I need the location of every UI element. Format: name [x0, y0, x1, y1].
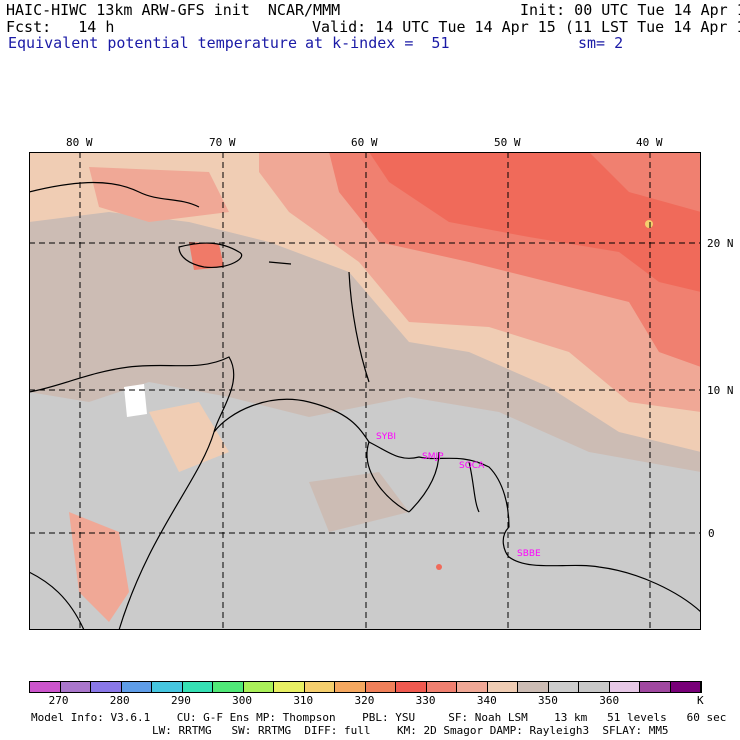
map-panel: SYBI SMJP SOCA SBBE — [29, 152, 701, 630]
border-french-guiana — [468, 461, 480, 513]
station-label: SMJP — [422, 452, 444, 462]
lat-tick-label: 10 N — [707, 384, 734, 397]
theta-e-region-330 — [189, 242, 224, 270]
colorbar-swatch — [457, 682, 488, 692]
field-name: Equivalent potential temperature — [8, 34, 297, 52]
colorbar-swatch — [213, 682, 244, 692]
colorbar-swatch — [396, 682, 427, 692]
theta-e-spot — [645, 220, 653, 228]
colorbar-swatch — [182, 682, 213, 692]
colorbar-tick-label: 270 — [48, 694, 69, 707]
init-time: Init: 00 UTC Tue 14 Apr 15 — [520, 1, 740, 19]
theta-e-map: SYBI SMJP SOCA SBBE — [29, 152, 701, 630]
smoothing-info: sm= 2 — [578, 34, 624, 52]
colorbar-tick-label: 280 — [109, 694, 130, 707]
lon-tick-label: 50 W — [494, 136, 521, 149]
theta-e-spot — [436, 564, 442, 570]
colorbar-swatch — [121, 682, 152, 692]
theta-e-region-335 — [89, 167, 229, 222]
level-info: at k-index = 51 — [305, 34, 450, 52]
model-info-line2: LW: RRTMG SW: RRTMG DIFF: full KM: 2D Sm… — [152, 724, 669, 737]
colorbar-swatch — [670, 682, 701, 692]
colorbar-swatch — [609, 682, 640, 692]
colorbar — [29, 681, 702, 693]
valid-time: Valid: 14 UTC Tue 14 Apr 15 (11 LST Tue … — [312, 18, 740, 36]
station-label: SYBI — [376, 432, 396, 442]
lat-tick-label: 20 N — [707, 237, 734, 250]
theta-e-region-325 — [369, 152, 701, 292]
border-suriname — [408, 451, 440, 513]
colorbar-tick-label: 310 — [293, 694, 314, 707]
lon-tick-label: 60 W — [351, 136, 378, 149]
colorbar-swatch — [548, 682, 579, 692]
colorbar-tick-label: 330 — [415, 694, 436, 707]
colorbar-swatch — [426, 682, 457, 692]
border-guyana — [366, 441, 410, 513]
station-label: SBBE — [517, 549, 541, 559]
cuba-coast — [29, 181, 200, 208]
colorbar-swatch — [91, 682, 122, 692]
model-info-line1: Model Info: V3.6.1 CU: G-F Ens MP: Thomp… — [31, 711, 727, 724]
hispaniola-coast — [178, 242, 242, 269]
colorbar-swatch — [304, 682, 335, 692]
station-label: SOCA — [459, 461, 485, 471]
lon-tick-label: 80 W — [66, 136, 93, 149]
colorbar-swatch — [365, 682, 396, 692]
colorbar-swatch — [487, 682, 518, 692]
colorbar-swatch — [335, 682, 366, 692]
colorbar-swatch — [579, 682, 610, 692]
colorbar-swatch — [243, 682, 274, 692]
colorbar-tick-label: 350 — [538, 694, 558, 707]
theta-e-region-340 — [149, 402, 229, 472]
colorbar-labels: 270 280 290 300 310 320 330 340 350 360 K — [29, 694, 709, 708]
pacific-coast — [29, 571, 85, 630]
colorbar-swatch — [640, 682, 671, 692]
lon-tick-label: 40 W — [636, 136, 663, 149]
south-america-coast — [29, 356, 701, 613]
model-title: HAIC-HIWC 13km ARW-GFS init NCAR/MMM — [6, 1, 341, 19]
theta-e-region-335 — [69, 512, 129, 622]
colorbar-unit: K — [697, 694, 704, 707]
coastlines — [29, 181, 701, 630]
theta-e-region-345 — [309, 472, 409, 532]
forecast-hour: Fcst: 14 h — [6, 18, 115, 36]
colorbar-swatch — [152, 682, 183, 692]
colorbar-tick-label: 320 — [354, 694, 375, 707]
colorbar-swatch — [274, 682, 305, 692]
map-frame — [29, 152, 701, 630]
graticule — [29, 152, 701, 630]
colorbar-tick-label: 290 — [170, 694, 191, 707]
puerto-rico-coast — [268, 261, 292, 265]
theta-e-region-white — [124, 384, 147, 417]
colorbar-swatch — [30, 682, 61, 692]
colorbar-tick-label: 300 — [232, 694, 252, 707]
colorbar-tick-label: 360 — [599, 694, 620, 707]
border-colombia — [118, 431, 215, 630]
colorbar-swatch — [60, 682, 91, 692]
lat-tick-label: 0 — [708, 527, 715, 540]
colorbar-swatch — [518, 682, 549, 692]
lon-tick-label: 70 W — [209, 136, 236, 149]
colorbar-tick-label: 340 — [476, 694, 497, 707]
